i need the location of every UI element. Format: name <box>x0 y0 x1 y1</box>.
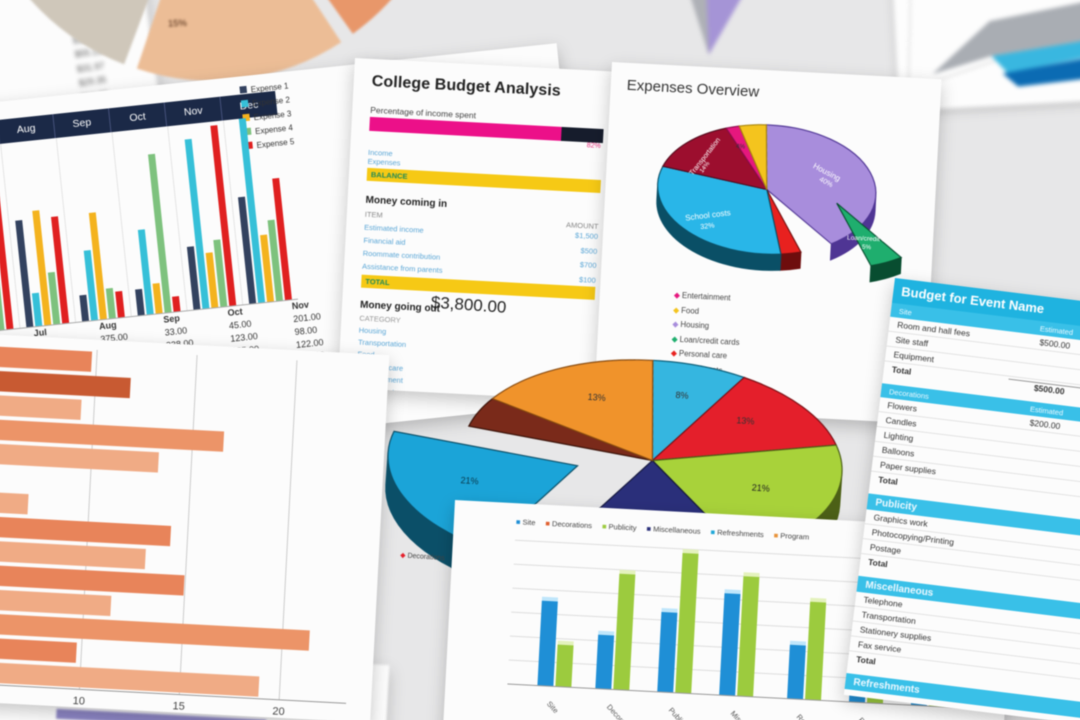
svg-text:10: 10 <box>72 695 85 708</box>
svg-text:Program: Program <box>857 716 883 720</box>
svg-text:13%: 13% <box>587 392 606 403</box>
svg-text:21%: 21% <box>751 483 770 494</box>
svg-text:$600.00: $600.00 <box>506 582 510 593</box>
svg-text:Refreshments: Refreshments <box>795 712 833 720</box>
svg-text:15%: 15% <box>168 18 188 30</box>
svg-text:Site: Site <box>545 699 560 715</box>
svg-text:Decorations: Decorations <box>605 703 639 720</box>
svg-text:13%: 13% <box>736 415 755 426</box>
svg-text:$700.00: $700.00 <box>506 558 511 569</box>
svg-text:5%: 5% <box>862 244 872 251</box>
svg-text:$800.00: $800.00 <box>506 534 512 545</box>
svg-text:$500.00: $500.00 <box>506 606 508 617</box>
svg-text:$400.00: $400.00 <box>506 630 507 641</box>
svg-text:20: 20 <box>272 705 285 718</box>
svg-text:21%: 21% <box>460 475 479 486</box>
svg-text:15: 15 <box>172 700 185 713</box>
svg-text:Publicity: Publicity <box>667 706 693 720</box>
svg-text:8%: 8% <box>675 390 689 401</box>
svg-text:4%: 4% <box>736 143 746 150</box>
svg-text:Miscellaneous: Miscellaneous <box>729 709 768 720</box>
